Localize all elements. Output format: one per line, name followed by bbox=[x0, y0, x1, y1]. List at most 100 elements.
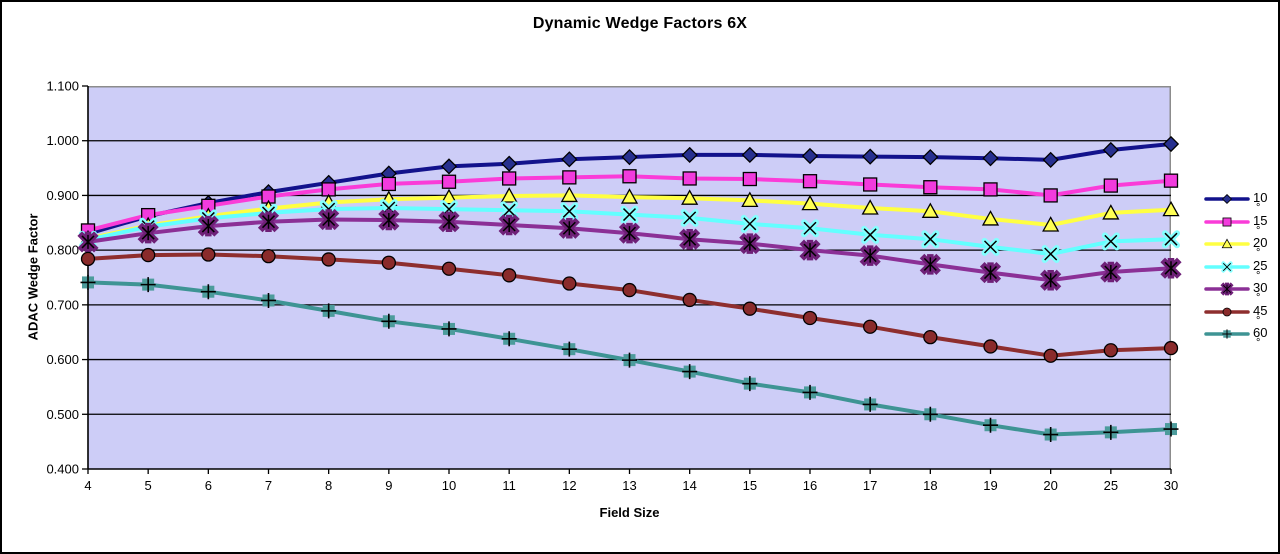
x-tick-label: 11 bbox=[502, 478, 516, 493]
marker-triangle bbox=[921, 202, 939, 218]
marker-square bbox=[802, 174, 818, 189]
legend-label-number: 25 bbox=[1253, 257, 1268, 273]
legend-entry-20: 20 ° bbox=[1204, 236, 1267, 260]
legend-label-degree: ° bbox=[1256, 224, 1261, 237]
marker-circle bbox=[863, 319, 878, 334]
marker-plus bbox=[1043, 427, 1059, 443]
marker-circle bbox=[201, 247, 216, 262]
marker-star bbox=[378, 209, 400, 231]
marker-circle bbox=[441, 261, 457, 276]
y-tick-label: 1.100 bbox=[46, 79, 79, 94]
marker-plus bbox=[742, 376, 758, 392]
legend-key-triangle-icon bbox=[1204, 238, 1250, 249]
x-tick-label: 14 bbox=[682, 478, 696, 493]
marker-circle bbox=[321, 252, 336, 267]
marker-square bbox=[983, 182, 998, 197]
x-tick-label: 9 bbox=[385, 478, 392, 493]
legend-key-plus-icon bbox=[1204, 329, 1250, 339]
marker-x bbox=[740, 214, 759, 233]
legend-label-degree: ° bbox=[1256, 247, 1261, 259]
legend-label-degree: ° bbox=[1256, 202, 1261, 214]
marker-square bbox=[622, 169, 637, 184]
legend-label-60: 60 ° bbox=[1253, 326, 1267, 349]
marker-triangle bbox=[1162, 200, 1180, 217]
marker-plus bbox=[441, 321, 457, 337]
x-tick-label: 12 bbox=[562, 478, 576, 493]
marker-x bbox=[921, 230, 940, 249]
marker-square bbox=[381, 176, 396, 192]
marker-circle bbox=[80, 251, 96, 267]
legend-entry-25: 25 ° bbox=[1204, 257, 1268, 283]
marker-plus bbox=[983, 417, 998, 433]
marker-square bbox=[1043, 188, 1058, 203]
marker-triangle bbox=[981, 210, 1000, 226]
legend-label-degree: ° bbox=[1256, 337, 1261, 349]
marker-circle bbox=[923, 329, 938, 345]
marker-star bbox=[1040, 269, 1062, 291]
x-tick-label: 6 bbox=[205, 478, 212, 493]
y-tick-label: 0.800 bbox=[46, 243, 79, 258]
marker-star bbox=[137, 222, 159, 244]
marker-diamond bbox=[1042, 151, 1059, 168]
legend-key-diamond-icon bbox=[1204, 193, 1250, 205]
marker-plus bbox=[561, 341, 577, 357]
marker-square bbox=[742, 171, 757, 187]
marker-star bbox=[859, 245, 881, 267]
y-tick-label: 1.000 bbox=[46, 133, 79, 148]
marker-triangle bbox=[1102, 204, 1120, 220]
marker-diamond bbox=[1221, 193, 1233, 205]
marker-circle bbox=[983, 339, 998, 354]
marker-plus bbox=[802, 384, 818, 400]
legend-label-25: 25 ° bbox=[1253, 257, 1268, 282]
marker-triangle bbox=[801, 194, 819, 211]
marker-x bbox=[1041, 244, 1060, 263]
legend: 10 ° 15 ° 20 ° 25 ° 30 ° 45 ° 60 ° bbox=[1204, 190, 1268, 350]
x-tick-label: 19 bbox=[983, 478, 997, 493]
marker-x bbox=[801, 219, 819, 238]
marker-plus bbox=[321, 303, 337, 319]
legend-label-20: 20 ° bbox=[1253, 236, 1267, 259]
marker-square bbox=[502, 171, 517, 186]
marker-star bbox=[979, 261, 1002, 284]
marker-x bbox=[680, 208, 699, 227]
x-tick-label: 10 bbox=[442, 478, 456, 493]
y-tick-label: 0.600 bbox=[46, 352, 79, 367]
marker-plus bbox=[381, 313, 397, 329]
marker-diamond bbox=[741, 146, 758, 164]
marker-x bbox=[500, 201, 519, 220]
marker-triangle bbox=[741, 191, 759, 208]
legend-label-45: 45 ° bbox=[1253, 304, 1267, 327]
x-tick-label: 8 bbox=[325, 478, 332, 493]
x-tick-label: 30 bbox=[1164, 478, 1178, 493]
marker-star bbox=[558, 217, 580, 239]
legend-label-degree: ° bbox=[1256, 292, 1261, 304]
marker-circle bbox=[562, 276, 577, 291]
marker-diamond bbox=[801, 147, 819, 165]
marker-circle bbox=[502, 268, 517, 283]
marker-plus bbox=[622, 352, 637, 368]
marker-circle bbox=[141, 247, 156, 263]
marker-square bbox=[863, 177, 878, 192]
legend-entry-60: 60 ° bbox=[1204, 326, 1267, 350]
legend-entry-10: 10 ° bbox=[1204, 190, 1268, 215]
marker-x bbox=[981, 237, 1000, 256]
marker-star bbox=[1160, 257, 1182, 279]
x-axis-title: Field Size bbox=[599, 505, 660, 520]
marker-triangle bbox=[440, 188, 458, 205]
legend-label-number: 10 bbox=[1253, 190, 1268, 205]
y-tick-label: 0.700 bbox=[46, 297, 79, 312]
marker-x bbox=[560, 202, 579, 221]
legend-key-square-icon bbox=[1204, 217, 1250, 226]
marker-star bbox=[1100, 261, 1122, 283]
marker-diamond bbox=[621, 149, 638, 166]
marker-circle bbox=[1043, 348, 1058, 363]
x-tick-label: 17 bbox=[863, 478, 877, 493]
marker-diamond bbox=[681, 146, 698, 164]
marker-triangle bbox=[681, 189, 699, 205]
marker-plus bbox=[140, 277, 156, 293]
legend-key-star-icon bbox=[1204, 282, 1250, 296]
marker-plus bbox=[80, 274, 96, 290]
marker-star bbox=[318, 208, 340, 231]
marker-star bbox=[919, 253, 941, 275]
marker-x bbox=[861, 225, 880, 244]
